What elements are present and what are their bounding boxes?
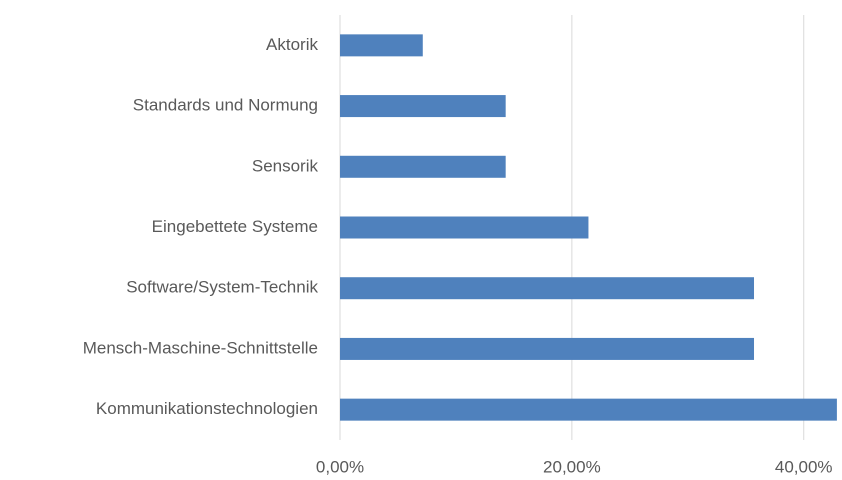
- y-tick-label: Sensorik: [252, 156, 319, 175]
- x-tick-label: 20,00%: [543, 457, 601, 476]
- x-tick-label: 0,00%: [316, 457, 364, 476]
- bar: [340, 277, 755, 300]
- bar: [340, 34, 423, 57]
- bar: [340, 337, 755, 360]
- y-tick-label: Kommunikationstechnologien: [96, 399, 318, 418]
- y-tick-label: Eingebettete Systeme: [152, 217, 318, 236]
- y-tick-label: Software/System-Technik: [126, 278, 318, 297]
- bar: [340, 216, 589, 239]
- x-tick-label: 40,00%: [775, 457, 833, 476]
- bar: [340, 95, 506, 118]
- bar: [340, 155, 506, 178]
- y-tick-label: Aktorik: [266, 35, 318, 54]
- bar: [340, 398, 837, 421]
- y-tick-label: Standards und Normung: [133, 96, 318, 115]
- y-tick-label: Mensch-Maschine-Schnittstelle: [83, 338, 318, 357]
